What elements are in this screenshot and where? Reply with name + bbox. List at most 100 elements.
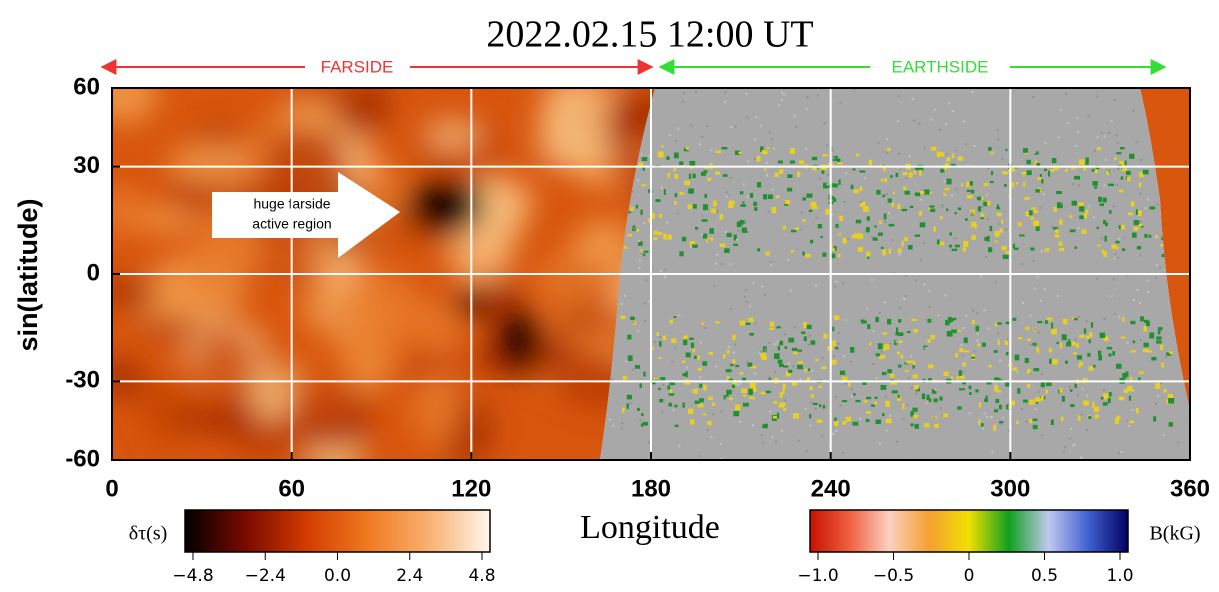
magnetic-speck [1079,335,1084,338]
noise-speck [769,131,771,133]
noise-speck [686,367,688,369]
noise-speck [1057,227,1059,229]
noise-speck [860,201,862,203]
magnetic-speck [991,152,994,155]
magnetic-speck [797,365,803,369]
magnetic-speck [1012,318,1016,321]
noise-speck [760,125,762,127]
magnetic-speck [744,230,747,232]
noise-speck [1076,117,1078,119]
noise-speck [822,357,824,359]
magnetic-speck [1127,176,1130,181]
magnetic-speck [940,216,943,219]
magnetic-speck [787,174,792,178]
noise-speck [1111,295,1113,297]
magnetic-speck [898,319,901,323]
magnetic-speck [1115,418,1119,424]
magnetic-speck [793,413,799,418]
blob [546,93,609,149]
noise-speck [928,290,930,292]
noise-speck [1155,235,1157,237]
noise-speck [995,384,997,386]
magnetic-speck [1136,408,1139,414]
noise-speck [745,301,747,303]
magnetic-speck [934,399,938,403]
noise-speck [1128,425,1130,427]
noise-speck [838,343,840,345]
magnetic-speck [1027,338,1031,341]
noise-speck [734,343,736,345]
noise-speck [800,378,802,380]
magnetic-speck [735,365,739,367]
noise-speck [639,420,641,422]
blob [277,73,361,106]
colorbar-tick-label: −0.5 [873,566,914,586]
noise-speck [806,450,808,452]
magnetic-speck [1001,220,1003,224]
magnetic-speck [733,411,739,416]
magnetic-speck [980,213,984,216]
magnetic-speck [1144,326,1147,332]
noise-speck [1075,339,1077,341]
noise-speck [961,344,963,346]
noise-speck [919,123,921,125]
noise-speck [1105,159,1107,161]
magnetic-speck [741,388,747,393]
magnetic-speck [640,210,642,215]
noise-speck [799,229,801,231]
magnetic-speck [663,336,666,341]
noise-speck [806,108,808,110]
magnetic-speck [874,225,876,227]
noise-speck [761,434,763,436]
magnetic-speck [843,421,847,425]
noise-speck [720,263,722,265]
magnetic-speck [1041,382,1045,387]
magnetic-speck [1150,207,1156,210]
magnetic-speck [1029,210,1033,215]
magnetic-speck [945,320,949,325]
magnetic-speck [715,172,720,175]
noise-speck [770,261,772,263]
magnetic-speck [978,344,981,347]
blob [84,188,155,233]
magnetic-speck [698,404,704,407]
magnetic-speck [674,316,677,318]
noise-speck [725,231,727,233]
magnetic-speck [978,197,981,201]
magnetic-speck [963,241,968,247]
magnetic-speck [1126,171,1131,175]
noise-speck [815,408,817,410]
magnetic-speck [702,361,707,366]
magnetic-speck [742,201,744,203]
noise-speck [886,430,888,432]
magnetic-speck [737,222,741,228]
magnetic-speck [878,233,883,236]
noise-speck [948,102,950,104]
magnetic-speck [866,251,870,256]
x-tick-label: 60 [278,475,305,502]
noise-speck [784,399,786,401]
magnetic-speck [797,350,802,352]
noise-speck [679,314,681,316]
magnetic-speck [812,157,817,160]
colorbar [810,510,1128,552]
magnetic-speck [1132,233,1137,238]
noise-speck [745,222,747,224]
noise-speck [1033,260,1035,262]
magnetic-speck [842,400,847,402]
noise-speck [1159,267,1161,269]
magnetic-speck [999,405,1002,410]
magnetic-speck [720,244,726,248]
noise-speck [641,253,643,255]
magnetic-speck [658,151,664,157]
magnetic-speck [1117,246,1119,249]
magnetic-speck [1026,160,1030,164]
colorbar-tick-label: 0.5 [1031,566,1058,586]
magnetic-speck [1106,171,1109,175]
magnetic-speck [1036,347,1039,352]
magnetic-speck [1023,148,1028,153]
noise-speck [977,333,979,335]
noise-speck [1131,409,1133,411]
noise-speck [888,212,890,214]
magnetic-speck [947,331,953,337]
